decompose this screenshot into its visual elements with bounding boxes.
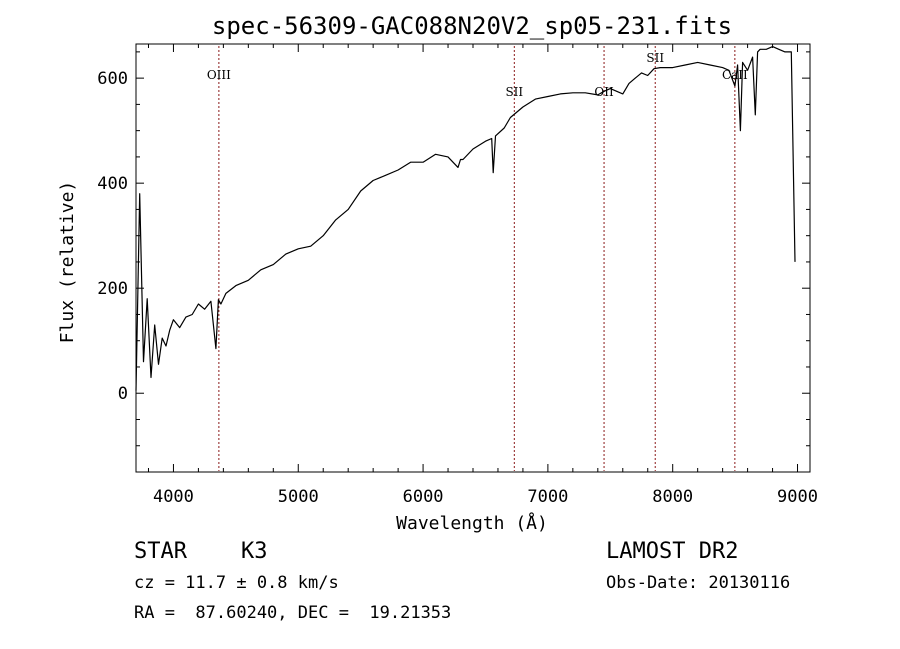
plot-frame (135, 43, 811, 473)
line-marker-label: OIII (207, 68, 231, 82)
x-tick-label: 7000 (527, 487, 568, 507)
emission-line-markers: OIII SII OII SII CaII (207, 46, 748, 471)
object-subclass: K3 (241, 539, 268, 564)
series-group (135, 45, 796, 391)
x-tick-label: 4000 (153, 487, 194, 507)
redshift-text: cz = 11.7 ± 0.8 km/s (134, 573, 339, 593)
line-marker-label: OII (594, 85, 614, 99)
x-tick-label: 5000 (278, 487, 319, 507)
y-tick-label: 0 (118, 384, 128, 404)
line-marker-label: SII (646, 51, 664, 65)
axis-ticks: 4000 5000 6000 7000 8000 9000 0 200 400 600 (97, 44, 818, 507)
object-class: STAR (134, 539, 187, 564)
y-tick-label: 600 (97, 69, 128, 89)
line-marker-label: CaII (722, 68, 748, 82)
chart-title: spec-56309-GAC088N20V2_sp05-231.fits (212, 12, 732, 40)
x-axis-label: Wavelength (Å) (396, 512, 548, 534)
line-marker-label: SII (505, 85, 523, 99)
x-tick-label: 9000 (777, 487, 818, 507)
x-tick-label: 8000 (652, 487, 693, 507)
survey-name: LAMOST DR2 (606, 539, 739, 564)
x-tick-label: 6000 (403, 487, 444, 507)
y-tick-label: 200 (97, 279, 128, 299)
y-tick-label: 400 (97, 174, 128, 194)
obs-date-text: Obs-Date: 20130116 (606, 573, 791, 593)
spectrum-line (135, 45, 796, 391)
coordinates-text: RA = 87.60240, DEC = 19.21353 (134, 603, 452, 623)
y-axis-label: Flux (relative) (57, 181, 78, 344)
